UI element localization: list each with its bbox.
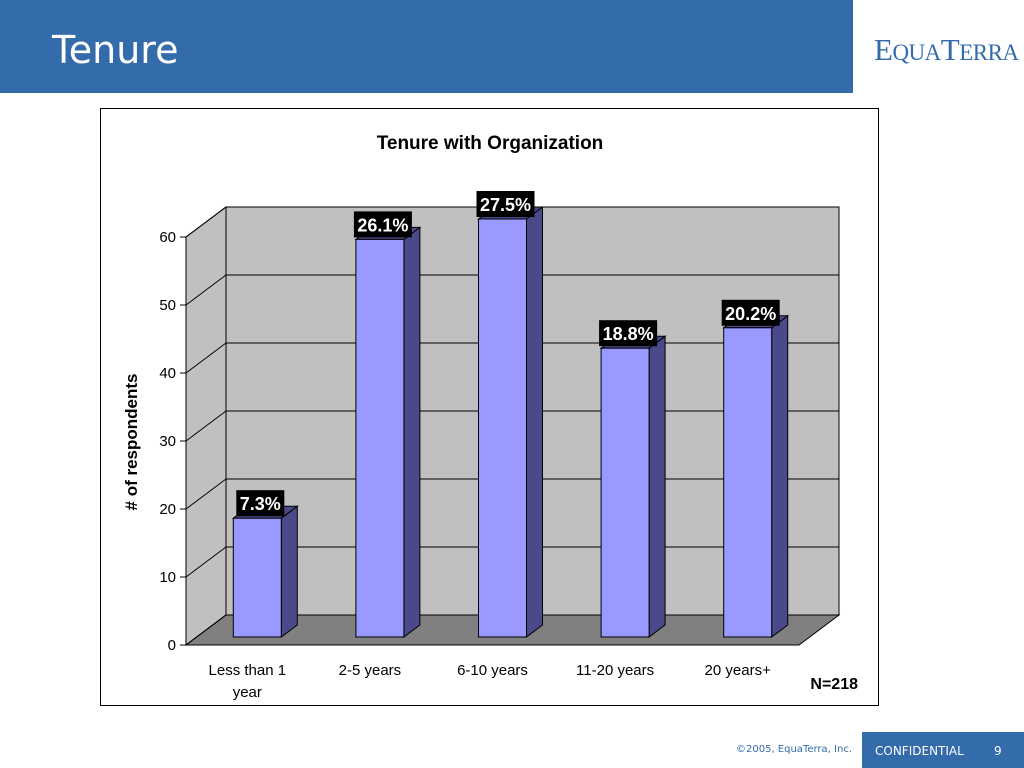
x-tick-label: year — [233, 684, 262, 701]
y-tick-label: 60 — [159, 229, 176, 246]
y-tick-label: 20 — [159, 501, 176, 518]
footer-band: CONFIDENTIAL 9 — [862, 732, 1024, 768]
bar-side — [526, 206, 543, 638]
x-tick-label: Less than 1 — [209, 662, 287, 679]
data-label: 20.2% — [725, 304, 776, 324]
y-tick-label: 30 — [159, 433, 176, 450]
data-label-box — [353, 211, 412, 238]
data-label-box — [476, 191, 535, 217]
y-tick-label: 10 — [159, 569, 176, 586]
bar — [355, 238, 405, 638]
bar — [478, 218, 527, 638]
gridline-diagonal — [185, 342, 227, 374]
page-number: 9 — [994, 744, 1002, 758]
slide-title: Tenure — [52, 28, 179, 72]
x-tick-label: 6-10 years — [457, 662, 528, 679]
y-tick-label: 50 — [159, 297, 176, 314]
x-tick-label: 11-20 years — [576, 662, 654, 679]
chart-title: Tenure with Organization — [377, 133, 604, 154]
sample-size-annotation: N=218 — [810, 676, 858, 693]
header-band — [0, 0, 853, 93]
y-axis-label: # of respondents — [122, 374, 141, 511]
data-label: 27.5% — [480, 195, 531, 215]
gridline-diagonal — [185, 274, 227, 306]
gridline-diagonal — [185, 478, 227, 510]
bar — [600, 347, 650, 638]
copyright-text: ©2005, EquaTerra, Inc. — [736, 744, 852, 755]
y-tick-label: 40 — [159, 365, 176, 382]
tenure-bar-chart: 0 10 20 30 40 50 60 7.3% 26.1% 27.5% 18.8% 20.2% L… — [122, 133, 858, 701]
data-label: 7.3% — [240, 494, 281, 514]
chart-frame: 0 10 20 30 40 50 60 7.3% 26.1% 27.5% 18.8% 20.2% L… — [100, 108, 879, 706]
bar — [723, 327, 773, 638]
confidential-label: CONFIDENTIAL — [875, 744, 964, 758]
x-tick-label: 20 years+ — [705, 662, 772, 679]
gridline-diagonal — [185, 546, 227, 578]
gridline-diagonal — [185, 206, 227, 238]
gridline-diagonal — [185, 410, 227, 442]
bar-side — [771, 314, 789, 638]
data-label-box — [599, 320, 658, 347]
bar-side — [403, 226, 421, 638]
bar-side — [280, 505, 298, 638]
data-label: 18.8% — [603, 324, 654, 344]
data-label: 26.1% — [357, 215, 408, 235]
data-label-box — [721, 299, 780, 326]
bar — [232, 517, 282, 638]
y-tick-label: 0 — [168, 637, 176, 654]
equaterra-logo: EQUATERRA — [874, 32, 1019, 67]
data-label-box — [236, 490, 285, 517]
x-tick-label: 2-5 years — [339, 662, 402, 679]
bar-side — [648, 335, 666, 638]
gridline-diagonal — [185, 614, 227, 646]
